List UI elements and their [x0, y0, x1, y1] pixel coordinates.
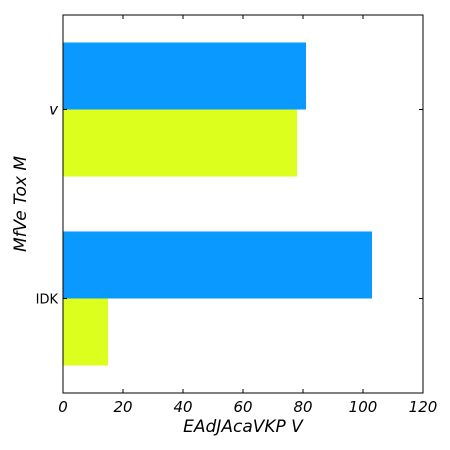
- x-tick-label: 40: [173, 398, 192, 416]
- x-tick-label: 20: [113, 398, 132, 416]
- bar-idk-series-1: [63, 298, 108, 366]
- x-tick-label: 100: [349, 398, 378, 416]
- y-axis-title: MfVe Tox M: [11, 156, 31, 252]
- x-axis-title: EAdJAcaVKP V: [183, 417, 304, 437]
- bar-v-series-1: [63, 109, 297, 177]
- y-tick-label: v: [49, 101, 59, 119]
- y-ticks-group: IDK v: [36, 101, 423, 308]
- x-tick-label: 80: [293, 398, 312, 416]
- x-tick-label: 120: [409, 398, 438, 416]
- bar-v-series-2: [63, 42, 306, 110]
- bars-group: [63, 42, 372, 366]
- bar-idk-series-2: [63, 231, 372, 299]
- plot-frame: [62, 14, 424, 394]
- y-tick-label: IDK: [36, 293, 59, 308]
- x-tick-label: 0: [58, 398, 68, 416]
- x-ticks-group: 0 20 40 60 80 100 120: [58, 15, 437, 416]
- x-tick-label: 60: [233, 398, 252, 416]
